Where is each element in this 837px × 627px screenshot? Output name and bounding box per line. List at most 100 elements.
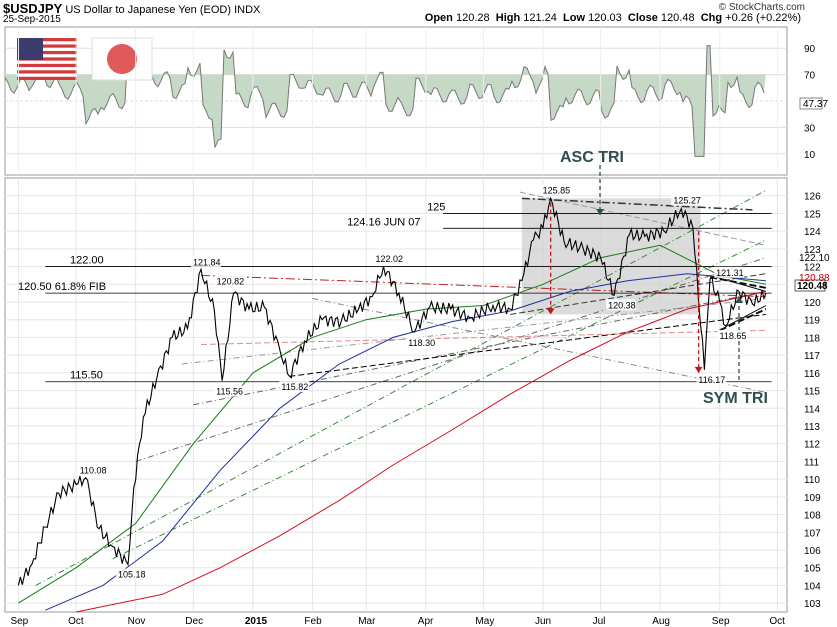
annotation-label: 125.27 [673,196,701,206]
asc-tri-callout: ASC TRI [560,149,624,166]
horizontal-levels: 125 124.16 JUN 07 122.00 120.50 61.8% FIB 11… [18,201,772,383]
indicator-tick-label: 70 [804,71,816,82]
y-tick-label: 103 [804,599,821,610]
trendline [725,305,767,328]
flag-stripe [17,70,77,74]
asc-tri-arrow-head [596,209,604,215]
chart-header: $USDJPY US Dollar to Japanese Yen (EOD) … [0,0,837,27]
last-price-label: 120.48 [797,281,828,292]
y-tick-label: 117 [804,351,820,362]
y-tick-label: 106 [804,546,821,557]
level-label: 120.50 61.8% FIB [18,281,106,293]
y-tick-label: 118 [804,333,820,344]
annotation-label: 118.30 [408,338,435,348]
open-value: 120.28 [455,12,490,24]
y-tick-label: 113 [804,422,820,433]
low-label: Low [563,12,586,24]
chg-label: Chg [700,12,723,24]
annotation-label: 116.17 [698,375,725,385]
annotation-label: 105.18 [118,570,146,580]
indicator-last-box [799,97,823,110]
y-tick-label: 122 [804,263,821,274]
chg-value: +0.26 (+0.22%) [725,12,801,24]
symbol: $USDJPY [3,1,63,16]
flag-stripe [17,50,77,55]
annotation-bg [714,266,745,278]
price-grid [5,27,787,612]
y-axis: 103 104 105 106 107 108 109 110 111 112 113 114 115 1… [804,192,821,610]
last-price-box [794,279,826,292]
annotation-bg [190,256,221,268]
y-tick-label: 123 [804,245,821,256]
level-label: 115.50 [70,370,103,382]
level-label: 124.16 JUN 07 [347,216,420,228]
y-tick-label: 124 [804,227,821,238]
y-tick-label: 108 [804,511,821,522]
trendlines [35,189,767,586]
annotation-bg [373,253,404,265]
sym-tri-bottom [719,308,767,332]
x-axis: Sep Oct Nov Dec 2015 Feb Mar Apr May Jun Jul Aug Sep… [10,616,785,627]
flag-stripe [17,38,77,42]
trendline [193,290,766,406]
annotation-bg [406,337,437,349]
annotation-bg [77,464,108,476]
y-tick-label: 120 [804,298,821,309]
sym-tri-callout: SYM TRI [703,390,768,407]
close-label: Close [627,12,658,24]
indicator-tick-label: 90 [804,44,816,55]
trendline [112,239,767,560]
title-line: $USDJPY US Dollar to Japanese Yen (EOD) … [3,1,260,16]
flag-stripe [17,76,77,80]
annotation-label: 115.82 [281,382,308,392]
asc-tri-top [521,197,753,211]
x-tick-label: Mar [358,616,376,627]
annotation-bg [214,385,245,397]
annotation-bg [671,194,702,206]
close-value: 120.48 [660,12,695,24]
trendline [710,274,767,292]
y-tick-label: 110 [804,475,820,486]
flag-stripe [17,57,77,61]
ma-green-line [18,244,766,604]
x-tick-label: Jun [535,616,551,627]
annotation-bg [717,329,748,341]
annotation-label: 125.85 [543,185,571,195]
sym-tri-arrow-head [735,297,743,303]
annotation-bg [115,568,146,580]
y-tick-label: 105 [804,564,821,575]
trendline [181,297,766,365]
annotation-bg [696,373,727,385]
annotation-label: 118.65 [720,331,747,341]
x-tick-label: Oct [68,616,84,627]
x-tick-label: Dec [185,616,203,627]
y-tick-label: 119 [804,316,820,327]
symbol-name: US Dollar to Japanese Yen (EOD) [65,4,232,16]
annotation-label: 115.56 [216,387,243,397]
annotation-arrows [546,165,743,380]
trendline [200,329,766,346]
annotation-label: 120.38 [608,300,636,310]
indicator-tick-label: 10 [804,150,816,161]
y-tick-label: 104 [804,581,821,592]
y-tick-label: 114 [804,404,820,415]
annotation-label: 120.82 [217,276,245,286]
indicator-tick-label: 30 [804,123,816,134]
price-series [17,196,767,613]
trendline [510,273,766,315]
x-tick-label: Apr [418,616,434,627]
ma-blue-line [45,273,766,611]
x-tick-label: Aug [652,616,670,627]
y-tick-label: 111 [804,457,820,468]
annotation-bg [540,184,571,196]
y-tick-label: 116 [804,369,820,380]
price-panel [4,177,788,613]
annotation-bg [606,299,637,311]
red-arrow-june-head [546,308,555,315]
flag-stripe [17,44,77,48]
x-tick-label: Jul [593,616,606,627]
y-tick-label: 125 [804,209,821,220]
level-label: 125 [427,201,445,213]
trendline [289,313,766,377]
chart-date: 25-Sep-2015 [3,14,61,25]
